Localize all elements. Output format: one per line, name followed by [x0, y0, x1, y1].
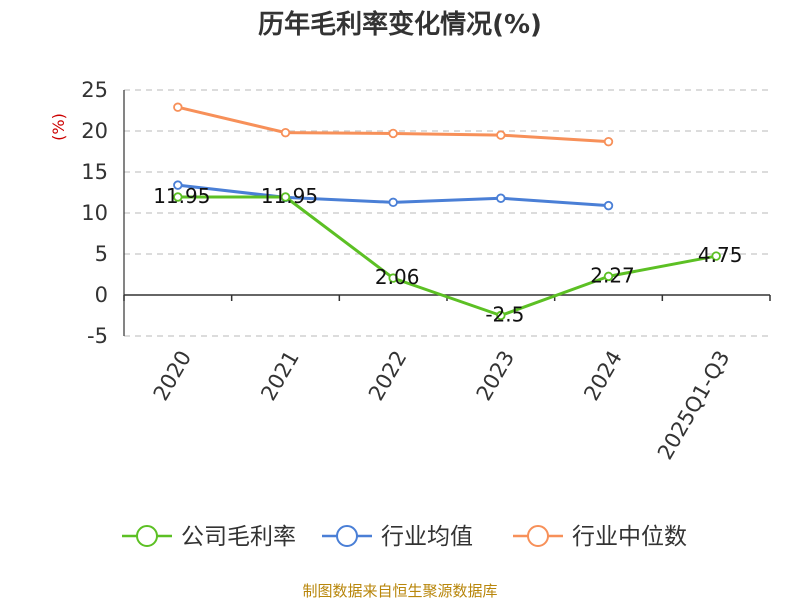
y-tick-label: 5 [95, 242, 108, 266]
data-point [388, 197, 398, 208]
y-tick-label: -5 [87, 324, 108, 348]
data-label: 4.75 [698, 243, 743, 267]
data-point [280, 192, 291, 202]
x-tick-label: 2021 [256, 347, 304, 405]
x-axis-ticks: 2020 2021 2022 2023 2024 2025Q1-Q3 [149, 347, 735, 464]
chart-title: 历年毛利率变化情况(%) [258, 9, 542, 40]
legend-item: 行业中位数 [513, 524, 687, 550]
data-point [496, 130, 506, 140]
legend-label: 行业均值 [381, 524, 473, 550]
data-labels: 11.95 11.95 2.06 -2.5 2.27 4.75 [153, 184, 742, 326]
legend-item: 行业均值 [322, 524, 473, 550]
y-axis-ticks: -5 0 5 10 15 20 25 [81, 78, 108, 348]
data-point [711, 251, 721, 261]
legend: 公司毛利率 行业均值 行业中位数 [122, 524, 687, 550]
data-point [496, 310, 506, 321]
x-tick-label: 2024 [579, 347, 627, 405]
legend-item: 公司毛利率 [122, 524, 296, 550]
series-line [177, 195, 717, 317]
grid-lines [124, 89, 770, 337]
y-tick-label: 15 [81, 160, 108, 184]
legend-label: 行业中位数 [572, 524, 687, 550]
x-tick-label: 2025Q1-Q3 [653, 347, 735, 464]
series-1 [173, 180, 614, 211]
x-tick-label: 2022 [364, 347, 412, 405]
x-axis [123, 90, 771, 336]
legend-marker [336, 525, 358, 547]
legend-marker [136, 525, 158, 547]
data-point [603, 136, 614, 147]
data-point [388, 128, 398, 139]
y-axis-label: (%) [49, 113, 68, 141]
series-lines [173, 102, 721, 321]
y-tick-label: 20 [81, 119, 108, 143]
data-label: -2.5 [485, 303, 524, 327]
x-tick-label: 2020 [149, 347, 197, 405]
data-point [173, 180, 183, 190]
data-point [603, 200, 614, 211]
data-label: 2.06 [375, 265, 420, 289]
data-point [173, 102, 183, 112]
data-point [388, 273, 398, 283]
series-0 [173, 192, 721, 321]
data-point [603, 271, 614, 282]
x-tick-label: 2023 [472, 347, 520, 405]
data-point [496, 193, 506, 203]
y-tick-label: 25 [81, 78, 108, 102]
y-tick-label: 0 [95, 283, 108, 307]
legend-marker [527, 525, 549, 547]
data-point [280, 127, 291, 138]
data-label: 11.95 [153, 184, 210, 208]
legend-label: 公司毛利率 [181, 524, 296, 550]
series-2 [173, 102, 614, 147]
source-note: 制图数据来自恒生聚源数据库 [302, 582, 497, 600]
data-label: 11.95 [261, 184, 318, 208]
data-point [173, 192, 183, 202]
y-tick-label: 10 [81, 201, 108, 225]
data-label: 2.27 [590, 263, 635, 287]
